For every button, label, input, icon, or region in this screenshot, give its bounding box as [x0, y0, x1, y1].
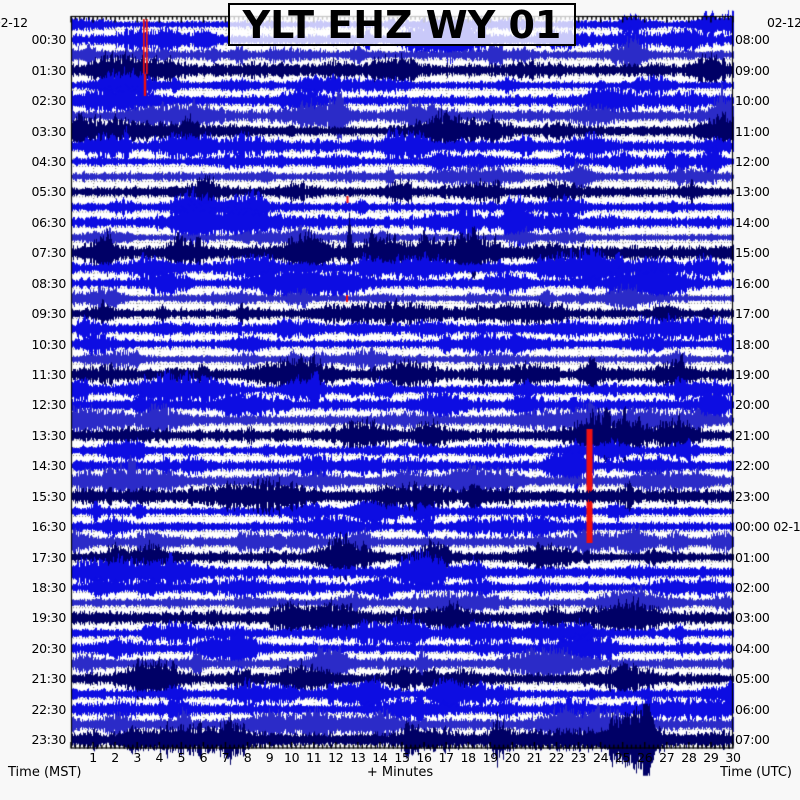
utc-time-label: 14:00: [735, 214, 770, 230]
minute-tick-label: 2: [111, 750, 119, 765]
mst-time-label: 04:30: [31, 153, 66, 169]
utc-time-label: 06:00: [735, 701, 770, 717]
utc-time-label: 05:00: [735, 671, 770, 687]
minute-tick-label: 5: [177, 750, 186, 765]
minute-tick-label: 6: [199, 750, 208, 765]
mst-time-label: 15:30: [31, 488, 66, 504]
mst-time-label: 16:30: [31, 519, 66, 535]
utc-time-label: 11:00: [735, 123, 770, 139]
minute-tick-label: 29: [703, 750, 719, 765]
mst-time-label: 21:30: [31, 671, 66, 687]
mst-time-label: 05:30: [31, 184, 66, 200]
mst-time-label: 01:30: [31, 62, 66, 78]
mst-time-label: 07:30: [31, 245, 66, 261]
minute-tick-label: 13: [350, 750, 366, 765]
utc-time-label: 18:00: [735, 336, 770, 352]
mst-time-label: 23:30: [31, 732, 66, 748]
utc-time-label: 16:00: [735, 275, 770, 291]
mst-time-label: 10:30: [31, 336, 66, 352]
mst-time-label: 17:30: [31, 549, 66, 565]
utc-time-label: 12:00: [735, 153, 770, 169]
minute-tick-label: 25: [615, 750, 631, 765]
page-title: YLT EHZ WY 01: [242, 2, 562, 47]
utc-time-label: 15:00: [735, 245, 770, 261]
minute-tick-label: 11: [306, 750, 322, 765]
minute-tick-label: 3: [133, 750, 142, 765]
mst-time-label: 14:30: [31, 458, 66, 474]
date-top-right: 02-12: [767, 15, 800, 30]
minute-tick-label: 9: [265, 750, 274, 765]
minute-tick-label: 15: [394, 750, 410, 765]
minute-tick-label: 30: [725, 750, 741, 765]
utc-time-label: 17:00: [735, 306, 770, 322]
utc-time-label: 03:00: [735, 610, 770, 626]
utc-time-label: 07:00: [735, 732, 770, 748]
utc-time-label: 20:00: [735, 397, 770, 413]
mst-time-label: 20:30: [31, 640, 66, 656]
utc-time-label: 00:00 02-13: [735, 519, 800, 535]
minute-tick-label: 16: [416, 750, 432, 765]
minute-tick-label: 27: [659, 750, 675, 765]
utc-time-label: 08:00: [735, 32, 770, 48]
mst-time-label: 19:30: [31, 610, 66, 626]
minute-tick-label: 22: [548, 750, 565, 765]
minute-tick-label: 19: [482, 750, 499, 765]
utc-time-label: 23:00: [735, 488, 770, 504]
date-top-left: 02-12: [0, 15, 28, 30]
utc-time-label: 19:00: [735, 366, 770, 382]
utc-time-label: 09:00: [735, 62, 770, 78]
minute-tick-label: 17: [438, 750, 454, 765]
utc-time-label: 21:00: [735, 427, 770, 443]
utc-time-label: 04:00: [735, 640, 770, 656]
minute-tick-label: 12: [328, 750, 344, 765]
minute-tick-label: 18: [460, 750, 477, 765]
minute-tick-label: 26: [637, 750, 653, 765]
minute-tick-label: 10: [284, 750, 300, 765]
mst-time-label: 08:30: [31, 275, 66, 291]
minute-tick-label: 28: [681, 750, 697, 765]
plus-minutes-axis-title: + Minutes: [366, 765, 434, 780]
utc-time-label: 10:00: [735, 93, 770, 109]
mst-time-label: 12:30: [31, 397, 66, 413]
mst-time-label: 06:30: [31, 214, 66, 230]
minute-tick-label: 1: [89, 750, 97, 765]
utc-time-label: 13:00: [735, 184, 770, 200]
minute-tick-label: 7: [221, 750, 230, 765]
mst-time-label: 18:30: [31, 580, 66, 596]
minute-tick-label: 14: [372, 750, 388, 765]
mst-time-label: 00:30: [31, 32, 66, 48]
time-utc-axis-title: Time (UTC): [720, 765, 792, 780]
utc-time-label: 22:00: [735, 458, 770, 474]
utc-time-label: 01:00: [735, 549, 770, 565]
minute-tick-label: 21: [526, 750, 543, 765]
minute-tick-label: 4: [155, 750, 164, 765]
mst-time-label: 03:30: [31, 123, 66, 139]
mst-time-label: 02:30: [31, 93, 66, 109]
mst-time-label: 11:30: [31, 366, 66, 382]
minute-tick-label: 23: [570, 750, 587, 765]
minute-tick-label: 20: [504, 750, 521, 765]
minute-tick-label: 8: [243, 750, 252, 765]
time-mst-axis-title: Time (MST): [8, 765, 82, 780]
minute-tick-label: 24: [592, 750, 609, 765]
utc-time-label: 02:00: [735, 580, 770, 596]
mst-time-label: 13:30: [31, 427, 66, 443]
title-box: YLT EHZ WY 01: [228, 2, 576, 47]
mst-time-label: 09:30: [31, 306, 66, 322]
mst-time-label: 22:30: [31, 701, 66, 717]
